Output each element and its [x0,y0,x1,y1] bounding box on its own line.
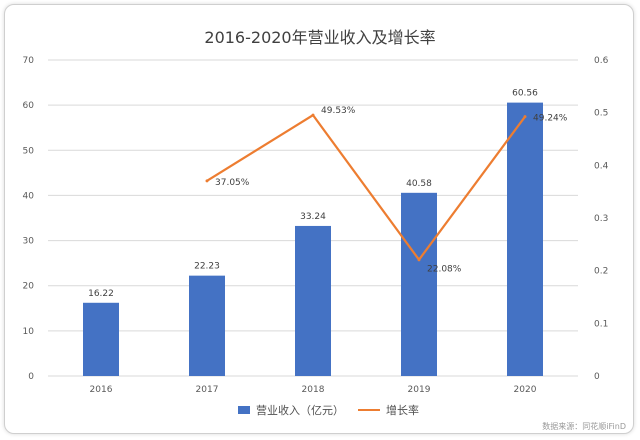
legend-item-growth: 增长率 [358,402,419,418]
y-right-tick-label: 0.5 [594,109,608,119]
y-left-tick-label: 70 [23,56,35,66]
bar [83,302,119,376]
bar [295,225,331,376]
bar [401,192,437,376]
y-right-tick-label: 0 [594,372,600,382]
y-right-tick-label: 0.2 [594,267,608,277]
x-tick-label: 2019 [408,385,431,395]
bar-value-label: 33.24 [300,212,326,222]
y-left-tick-label: 10 [23,327,35,337]
legend-swatch-line [358,409,380,411]
y-left-tick-label: 40 [23,191,35,201]
bar-value-label: 16.22 [88,289,114,299]
legend-swatch-bar [238,406,250,414]
bar-value-label: 60.56 [512,89,538,99]
legend-label-growth: 增长率 [386,404,419,417]
legend-label-revenue: 营业收入（亿元） [256,404,344,417]
y-left-tick-label: 50 [23,146,35,156]
bar [189,275,225,376]
y-left-tick-label: 30 [23,237,35,247]
growth-point [205,179,209,183]
bar [507,102,543,376]
y-left-tick-label: 60 [23,101,35,111]
growth-line [206,113,526,262]
bar-value-label: 40.58 [406,179,432,189]
x-tick-label: 2018 [302,385,325,395]
y-left-tick-label: 0 [28,372,34,382]
growth-point [311,113,315,117]
y-right-tick-label: 0.6 [594,56,609,66]
growth-point [523,115,527,119]
y-left-tick-label: 20 [23,282,35,292]
legend-item-revenue: 营业收入（亿元） [238,402,344,418]
x-tick-label: 2017 [196,385,219,395]
y-right-tick-label: 0.1 [594,319,608,329]
x-tick-label: 2016 [90,385,113,395]
x-tick-label: 2020 [514,385,537,395]
bar-value-label: 22.23 [194,262,220,272]
y-right-tick-label: 0.3 [594,214,608,224]
growth-value-label: 22.08% [427,265,462,275]
growth-value-label: 49.24% [533,114,568,124]
legend: 营业收入（亿元） 增长率 [0,402,640,418]
chart-title: 2016-2020年营业收入及增长率 [204,28,436,47]
source-note: 数据来源：同花顺iFinD [542,422,626,431]
y-right-tick-label: 0.4 [594,161,609,171]
growth-value-label: 49.53% [321,106,356,116]
growth-point [417,258,421,262]
growth-value-label: 37.05% [215,178,250,188]
